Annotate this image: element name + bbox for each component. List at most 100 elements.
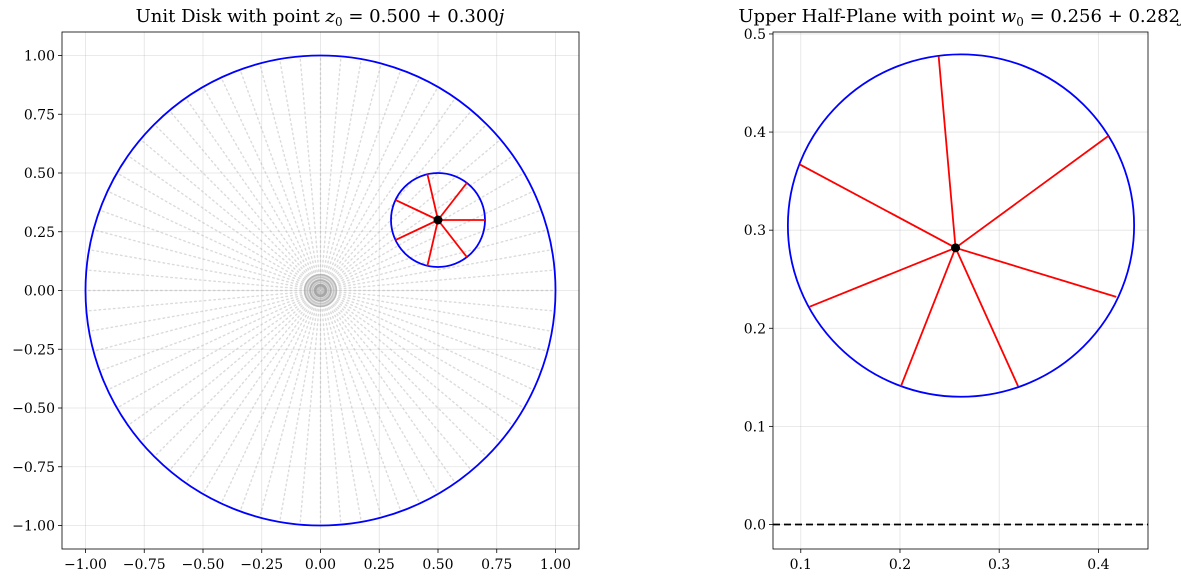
point-z0: [433, 215, 443, 225]
unit-disk-ytick-label: −0.75: [12, 460, 55, 476]
polar-grid-ray: [185, 97, 319, 288]
unit-disk-xtick-label: 1.00: [540, 557, 571, 573]
polar-grid-ray: [116, 292, 318, 409]
polar-grid-ray: [258, 62, 320, 287]
polar-grid-ray: [106, 190, 317, 290]
unit-disk-ytick-label: 0.75: [24, 107, 55, 123]
half-plane-gridlines: [773, 32, 1148, 549]
polar-grid-ray: [299, 55, 321, 287]
half-plane-xtick-label: 0.2: [889, 557, 911, 573]
unit-disk-marks: [84, 54, 557, 527]
polar-grid-ray: [323, 123, 488, 288]
red-segment: [809, 246, 956, 308]
half-plane-axes-frame: [772, 31, 1149, 550]
polar-grid-ray: [168, 109, 319, 288]
unit-disk-ytick-label: −0.50: [12, 401, 55, 417]
polar-grid-ray: [106, 291, 317, 391]
polar-grid-ray: [239, 294, 320, 513]
polar-grid-ray: [98, 291, 317, 372]
red-segment: [395, 199, 439, 221]
polar-grid-ray: [320, 55, 342, 287]
unit-disk-title-unit: j: [495, 6, 505, 27]
unit-disk-xtick-label: −0.75: [123, 557, 166, 573]
polar-grid-ray: [153, 293, 318, 458]
half-plane-title-subscript: 0: [1016, 15, 1024, 29]
polar-grid-ray: [278, 58, 321, 287]
polar-grid-ray: [323, 155, 514, 289]
red-segment: [954, 247, 1019, 387]
polar-grid-ray: [220, 76, 320, 287]
unit-disk-ticks: −1.00 −0.75 −0.50 −0.25 0.00 0.25 0.50 0.75 1.00…: [12, 49, 571, 574]
unit-disk-ytick-label: 1.00: [24, 49, 55, 65]
half-plane-title-rest: = 0.256 + 0.282: [1024, 6, 1180, 27]
polar-grid-ray: [323, 292, 525, 409]
polar-grid-ray: [202, 86, 319, 288]
red-segment: [900, 247, 957, 387]
polar-grid-ray: [324, 290, 553, 333]
half-plane-marks: [773, 53, 1148, 526]
red-segment: [426, 173, 439, 221]
half-plane-xtick-label: 0.4: [1087, 557, 1109, 573]
half-plane-title: Upper Half-Plane with point w0 = 0.256 +…: [738, 6, 1181, 29]
polar-grid-ray: [324, 248, 553, 291]
unit-disk-title-subscript: 0: [335, 15, 343, 29]
polar-grid-ray: [320, 294, 342, 526]
polar-grid-ray: [127, 292, 318, 426]
polar-grid-center-ring: [313, 283, 328, 298]
polar-grid-ray: [321, 294, 402, 513]
red-segment: [437, 182, 468, 221]
polar-grid-ray: [324, 190, 535, 290]
polar-grid-ray: [324, 209, 543, 290]
polar-grid-ray: [321, 76, 421, 287]
unit-disk-xtick-label: −0.25: [240, 557, 283, 573]
polar-grid-ray: [322, 109, 473, 288]
red-segment: [955, 246, 1117, 298]
polar-grid-ray: [322, 293, 456, 484]
point-w0: [951, 243, 961, 253]
polar-grid-center-ring: [306, 276, 335, 305]
polar-grid-center-ring: [318, 288, 323, 293]
polar-grid-ray: [323, 172, 525, 289]
red-segment: [426, 219, 439, 267]
polar-grid-ray: [239, 68, 320, 287]
polar-grid-ray: [321, 62, 383, 287]
polar-grid-ray: [322, 293, 473, 472]
red-segment: [437, 219, 468, 258]
half-plane-ytick-label: 0.4: [744, 125, 766, 141]
polar-grid-center-ring: [303, 273, 338, 308]
red-segment: [937, 56, 957, 248]
red-segment: [799, 163, 956, 249]
unit-disk-xtick-label: 0.50: [422, 557, 453, 573]
image-circle: [786, 53, 1136, 398]
polar-grid-ray: [278, 294, 321, 523]
half-plane-title-prefix: Upper Half-Plane with point: [738, 6, 1000, 27]
polar-grid-ray: [258, 294, 320, 519]
unit-disk-xtick-label: 0.00: [305, 557, 336, 573]
polar-grid-ray: [202, 293, 319, 495]
half-plane-title-variable: w: [1001, 6, 1017, 27]
polar-grid-ray: [322, 86, 439, 288]
half-plane-ytick-label: 0.0: [744, 517, 766, 533]
unit-disk-chart: Unit Disk with point z0 = 0.500 + 0.300j…: [12, 6, 580, 574]
polar-grid-ray: [139, 138, 318, 289]
polar-grid-ray: [320, 294, 363, 523]
polar-grid-ray: [324, 290, 556, 312]
unit-disk-ytick-label: 0.00: [24, 284, 55, 300]
polar-grid-ray: [299, 294, 321, 526]
polar-grid-ray: [324, 291, 543, 372]
half-plane-ytick-label: 0.3: [744, 223, 766, 239]
unit-disk-title-prefix: Unit Disk with point: [136, 6, 326, 27]
unit-disk-xtick-label: 0.25: [364, 557, 395, 573]
unit-disk-ytick-label: −1.00: [12, 519, 55, 535]
half-plane-ytick-label: 0.2: [744, 321, 766, 337]
polar-grid-ray: [320, 58, 363, 287]
red-segment: [395, 219, 439, 241]
unit-disk-title-rest: = 0.500 + 0.300: [343, 6, 499, 27]
polar-grid-ray: [88, 248, 317, 291]
polar-grid-ray: [324, 291, 535, 391]
unit-disk-ytick-label: −0.25: [12, 342, 55, 358]
unit-disk-ytick-label: 0.25: [24, 225, 55, 241]
unit-disk-title-variable: z: [325, 6, 336, 27]
half-plane-ticks: 0.1 0.2 0.3 0.4 0.0 0.1 0.2 0.3 0.4 0.5: [744, 27, 1110, 573]
